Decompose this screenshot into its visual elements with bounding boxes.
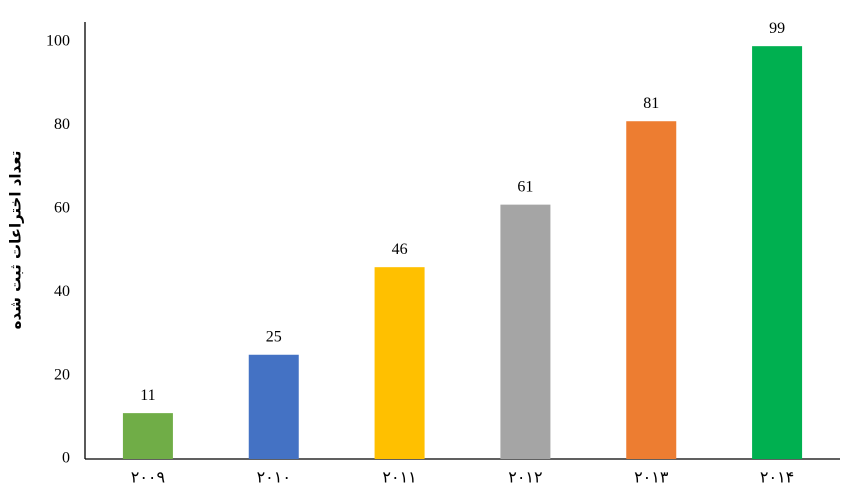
bar	[374, 267, 425, 459]
y-tick-label: 20	[54, 366, 70, 383]
bar	[626, 121, 677, 459]
data-label: 25	[266, 328, 282, 345]
data-label: 46	[392, 241, 408, 258]
bar	[752, 46, 803, 460]
x-tick-label: ۲۰۱۳	[634, 470, 669, 487]
data-label: 61	[517, 178, 533, 195]
x-tick-label: ۲۰۰۹	[131, 470, 165, 487]
data-label: 81	[643, 95, 659, 112]
y-tick-label: 100	[46, 33, 70, 50]
y-tick-label: 80	[54, 116, 70, 133]
x-tick-label: ۲۰۱۱	[382, 470, 416, 487]
data-label: 11	[140, 387, 155, 404]
y-tick-label: 40	[54, 283, 70, 300]
y-tick-label: 0	[62, 450, 70, 467]
x-tick-label: ۲۰۱۴	[760, 470, 794, 487]
x-tick-label: ۲۰۱۲	[508, 470, 542, 487]
x-tick-label: ۲۰۱۰	[257, 470, 291, 487]
bar	[500, 204, 551, 459]
bar	[248, 354, 299, 459]
data-label: 99	[769, 20, 785, 37]
y-tick-label: 60	[54, 199, 70, 216]
y-axis-label: تعداد اختراعات ثبت شده	[7, 151, 25, 330]
bar	[122, 413, 173, 459]
